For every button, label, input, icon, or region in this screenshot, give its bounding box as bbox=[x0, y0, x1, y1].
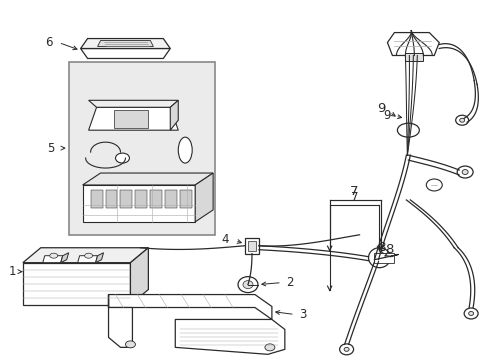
Text: 5: 5 bbox=[47, 141, 54, 155]
Polygon shape bbox=[98, 41, 153, 46]
Polygon shape bbox=[95, 253, 103, 263]
Ellipse shape bbox=[374, 253, 384, 262]
Polygon shape bbox=[82, 173, 213, 185]
Ellipse shape bbox=[264, 344, 274, 351]
Text: 8: 8 bbox=[385, 243, 393, 256]
Bar bbox=[165, 190, 177, 208]
Polygon shape bbox=[23, 248, 148, 263]
Ellipse shape bbox=[426, 179, 441, 191]
Bar bbox=[113, 110, 148, 128]
Ellipse shape bbox=[84, 253, 92, 258]
Ellipse shape bbox=[456, 166, 472, 178]
Bar bbox=[374, 253, 394, 263]
Polygon shape bbox=[170, 100, 178, 130]
Bar bbox=[90, 190, 102, 208]
Ellipse shape bbox=[463, 308, 477, 319]
Bar bbox=[180, 190, 192, 208]
Ellipse shape bbox=[115, 153, 129, 163]
Polygon shape bbox=[108, 294, 271, 319]
Ellipse shape bbox=[243, 280, 252, 289]
Ellipse shape bbox=[455, 115, 468, 125]
Bar bbox=[150, 190, 162, 208]
Text: 9: 9 bbox=[377, 102, 385, 115]
Text: 6: 6 bbox=[45, 36, 52, 49]
Polygon shape bbox=[61, 253, 68, 263]
Polygon shape bbox=[130, 248, 148, 305]
Text: 7: 7 bbox=[349, 185, 358, 198]
Bar bbox=[244, 238, 259, 254]
Ellipse shape bbox=[178, 137, 192, 163]
Polygon shape bbox=[195, 173, 213, 222]
Bar bbox=[405, 54, 423, 62]
Ellipse shape bbox=[238, 276, 258, 293]
Polygon shape bbox=[78, 256, 98, 263]
Polygon shape bbox=[82, 185, 195, 222]
Ellipse shape bbox=[125, 341, 135, 348]
Ellipse shape bbox=[397, 123, 419, 137]
Text: 8: 8 bbox=[377, 241, 385, 254]
Ellipse shape bbox=[468, 311, 473, 315]
Text: 3: 3 bbox=[299, 308, 306, 321]
Polygon shape bbox=[88, 107, 178, 130]
Ellipse shape bbox=[339, 344, 353, 355]
Text: 9: 9 bbox=[383, 109, 390, 122]
Text: 4: 4 bbox=[221, 233, 228, 246]
Polygon shape bbox=[386, 32, 438, 55]
Bar bbox=[135, 190, 147, 208]
Bar bbox=[120, 190, 132, 208]
Polygon shape bbox=[81, 49, 170, 58]
Bar bbox=[247, 241, 255, 251]
Bar bbox=[105, 190, 117, 208]
Polygon shape bbox=[88, 100, 178, 107]
Ellipse shape bbox=[459, 118, 464, 122]
Bar bbox=[23, 263, 130, 305]
Text: 2: 2 bbox=[285, 276, 293, 289]
Text: 1: 1 bbox=[9, 265, 17, 278]
Ellipse shape bbox=[368, 248, 389, 268]
Text: 7: 7 bbox=[350, 192, 358, 204]
Polygon shape bbox=[81, 39, 170, 49]
Polygon shape bbox=[175, 319, 285, 354]
Polygon shape bbox=[108, 294, 132, 347]
Ellipse shape bbox=[344, 347, 348, 351]
Ellipse shape bbox=[50, 253, 58, 258]
Polygon shape bbox=[42, 256, 62, 263]
Bar bbox=[68, 62, 215, 235]
Ellipse shape bbox=[461, 170, 467, 175]
